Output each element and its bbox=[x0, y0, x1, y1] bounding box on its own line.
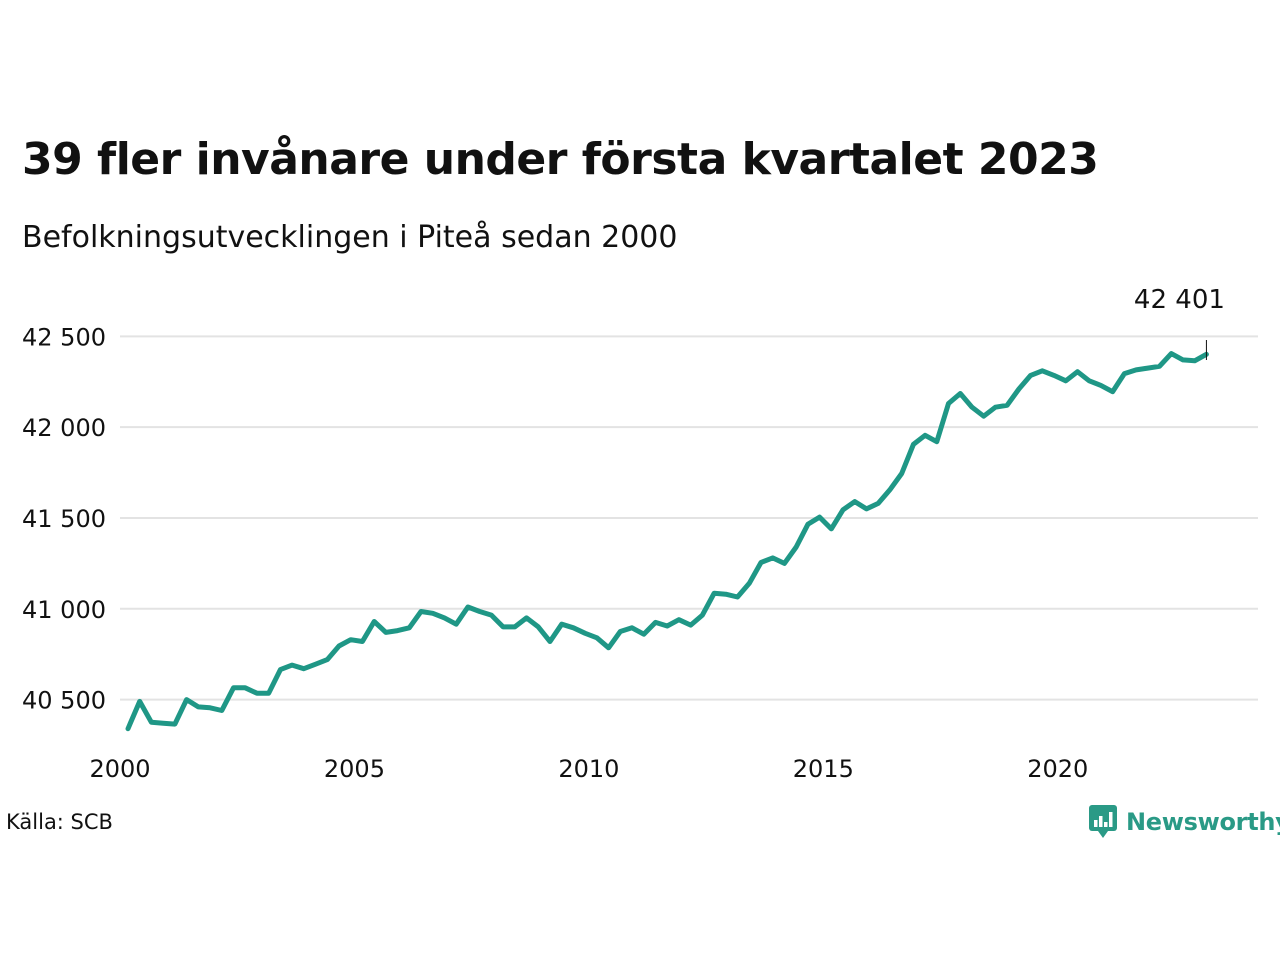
x-tick-label: 2005 bbox=[324, 755, 385, 783]
y-tick-label: 41 000 bbox=[22, 596, 106, 624]
x-tick-label: 2000 bbox=[89, 755, 150, 783]
x-tick-label: 2015 bbox=[793, 755, 854, 783]
chart-title: 39 fler invånare under första kvartalet … bbox=[22, 134, 1099, 185]
y-tick-label: 40 500 bbox=[22, 687, 106, 715]
y-tick-label: 42 000 bbox=[22, 414, 106, 442]
y-tick-label: 41 500 bbox=[22, 505, 106, 533]
annotation-label: 42 401 bbox=[1134, 285, 1225, 315]
brand-name: Newsworthy bbox=[1126, 808, 1280, 836]
x-tick-label: 2020 bbox=[1027, 755, 1088, 783]
y-tick-label: 42 500 bbox=[22, 323, 106, 351]
x-axis-ticks: 2000 2005 2010 2015 2020 bbox=[89, 755, 1088, 783]
x-tick-label: 2010 bbox=[558, 755, 619, 783]
y-axis-ticks: 40 500 41 000 41 500 42 000 42 500 bbox=[22, 323, 106, 714]
brand-logo[interactable]: Newsworthy bbox=[1088, 804, 1280, 840]
population-line bbox=[125, 351, 1209, 732]
chart-subtitle: Befolkningsutvecklingen i Piteå sedan 20… bbox=[22, 220, 678, 255]
newsworthy-logo-icon bbox=[1089, 805, 1117, 838]
gridlines bbox=[120, 335, 1258, 701]
source-note: Källa: SCB bbox=[6, 810, 113, 834]
